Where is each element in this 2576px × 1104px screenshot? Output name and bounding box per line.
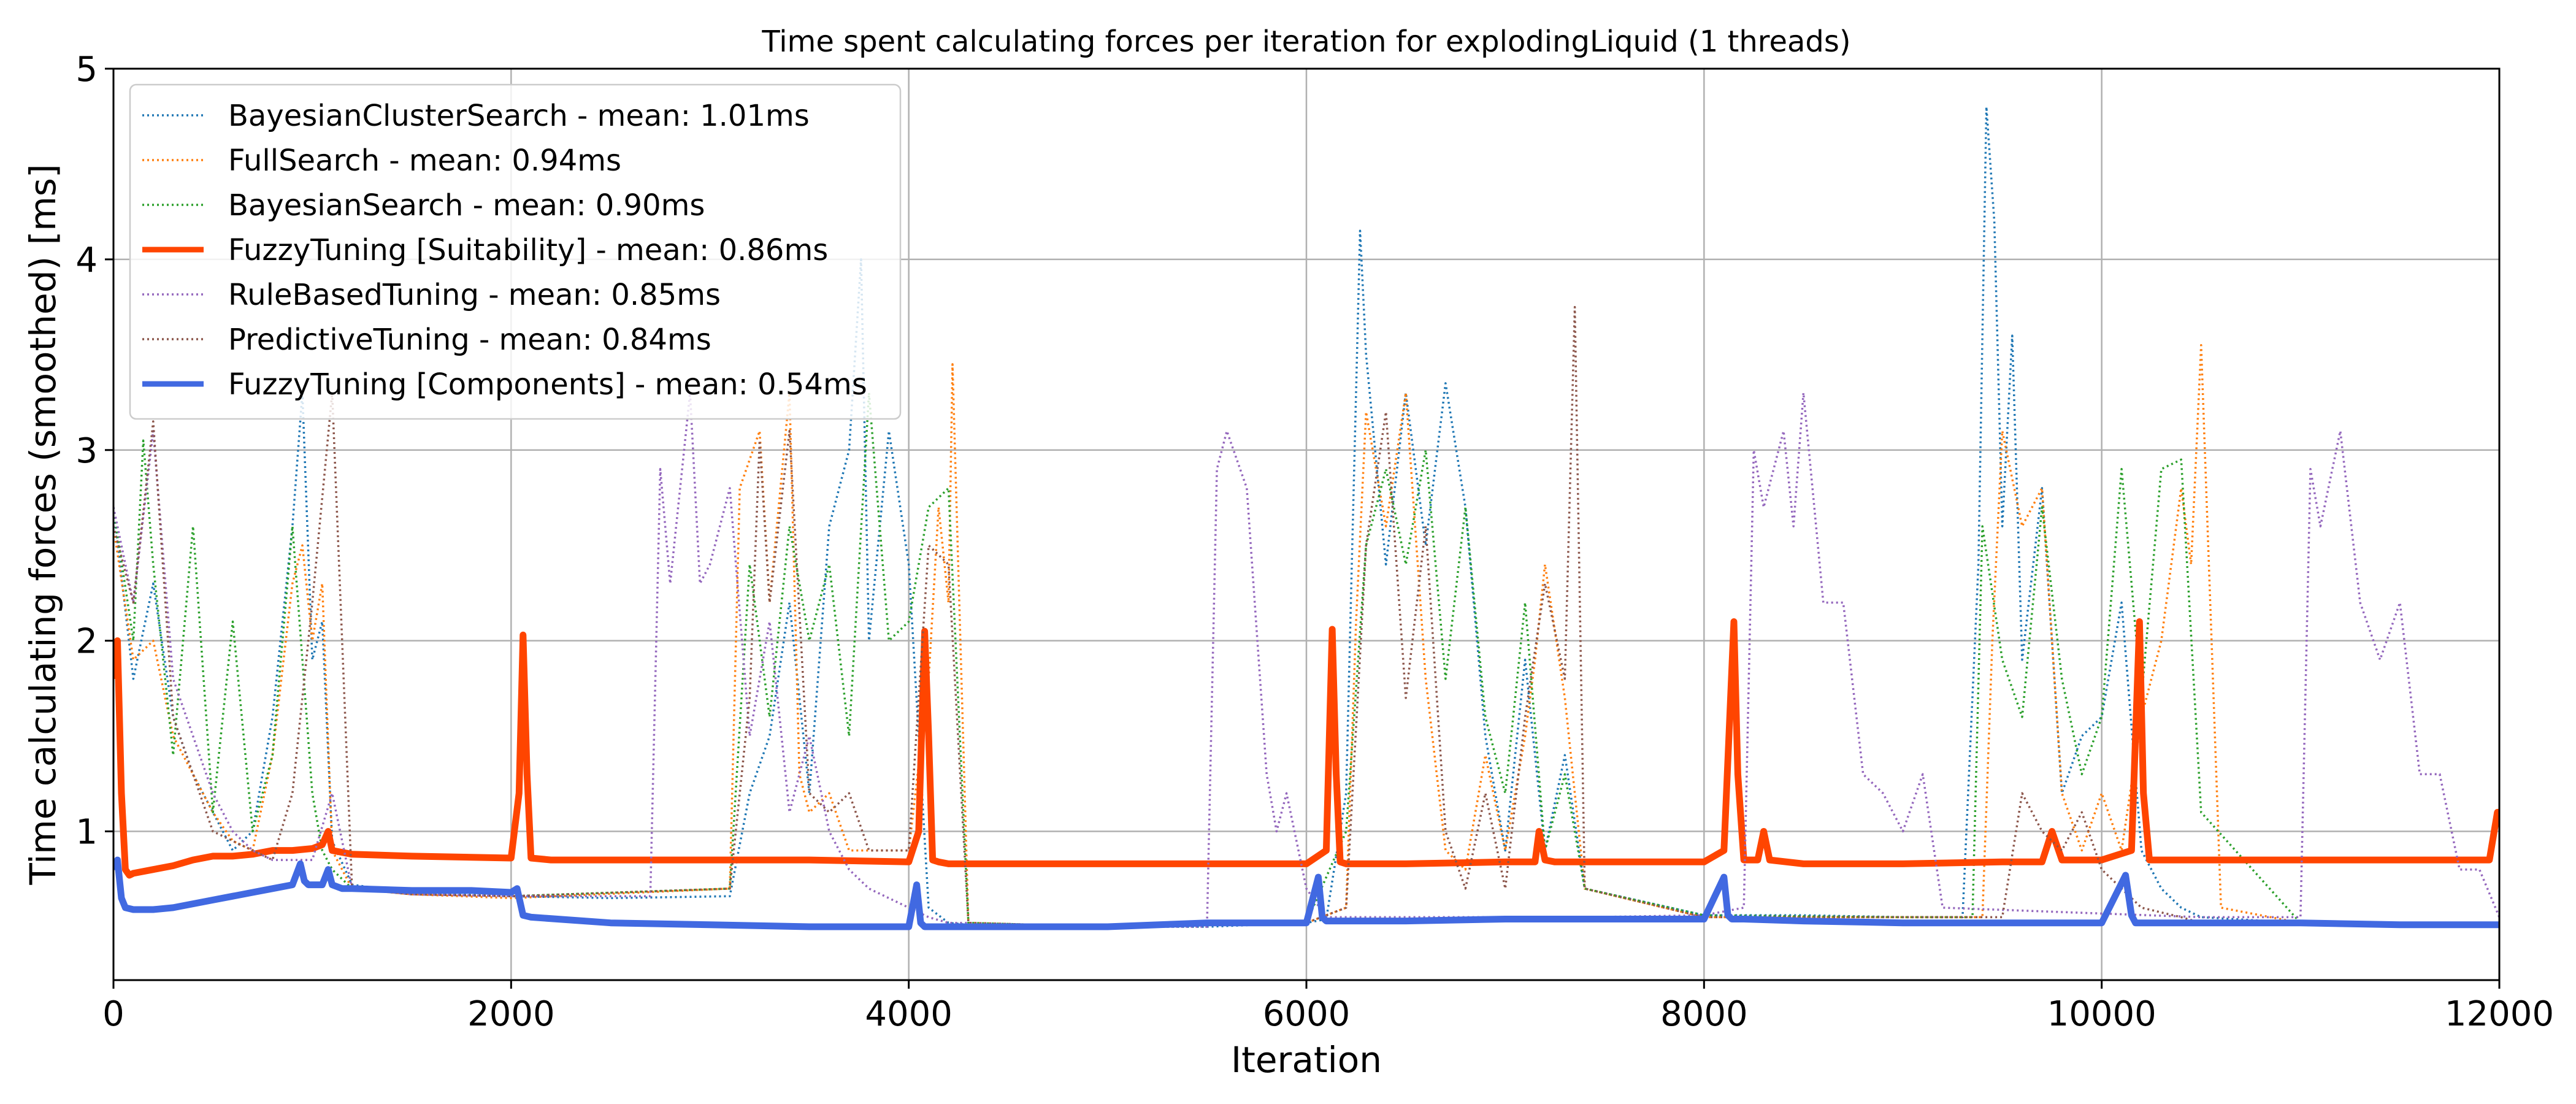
x-tick-label: 8000 <box>1660 994 1748 1034</box>
x-axis-label: Iteration <box>1231 1039 1382 1081</box>
y-tick-label: 5 <box>75 50 98 90</box>
x-tick-label: 12000 <box>2445 994 2554 1034</box>
y-tick-label: 3 <box>75 431 98 471</box>
axis-ticks: 0 2000 4000 6000 8000 10000 12000 1 2 3 4 5 <box>75 50 2554 1034</box>
series-line-4 <box>113 618 2499 879</box>
series-line-2 <box>113 344 2499 928</box>
x-tick-label: 10000 <box>2047 994 2156 1034</box>
chart-title: Time spent calculating forces per iterat… <box>761 25 1850 59</box>
series-line-7 <box>113 856 2499 930</box>
legend-entry-label: RuleBasedTuning - mean: 0.85ms <box>228 278 721 312</box>
legend-entry-label: FuzzyTuning [Suitability] - mean: 0.86ms <box>228 233 828 267</box>
legend-entry-label: BayesianSearch - mean: 0.90ms <box>228 188 705 223</box>
legend-entry-label: FullSearch - mean: 0.94ms <box>228 144 621 178</box>
series-line-5 <box>113 391 2499 928</box>
y-axis-label: Time calculating forces (smoothed) [ms] <box>22 164 64 885</box>
x-tick-label: 6000 <box>1263 994 1351 1034</box>
x-tick-label: 2000 <box>467 994 555 1034</box>
legend-box <box>129 83 902 420</box>
legend: BayesianClusterSearch - mean: 1.01ms Full… <box>129 83 902 420</box>
series-lines <box>113 105 2499 930</box>
legend-entry-label: PredictiveTuning - mean: 0.84ms <box>228 323 711 357</box>
legend-entry-label: BayesianClusterSearch - mean: 1.01ms <box>228 99 810 133</box>
x-tick-label: 4000 <box>865 994 953 1034</box>
legend-entry-label: FuzzyTuning [Components] - mean: 0.54ms <box>228 367 867 402</box>
y-tick-label: 2 <box>75 622 98 662</box>
y-tick-label: 1 <box>75 813 98 853</box>
series-line-1 <box>113 105 2499 928</box>
x-tick-label: 0 <box>102 994 125 1034</box>
y-tick-label: 4 <box>75 240 98 280</box>
